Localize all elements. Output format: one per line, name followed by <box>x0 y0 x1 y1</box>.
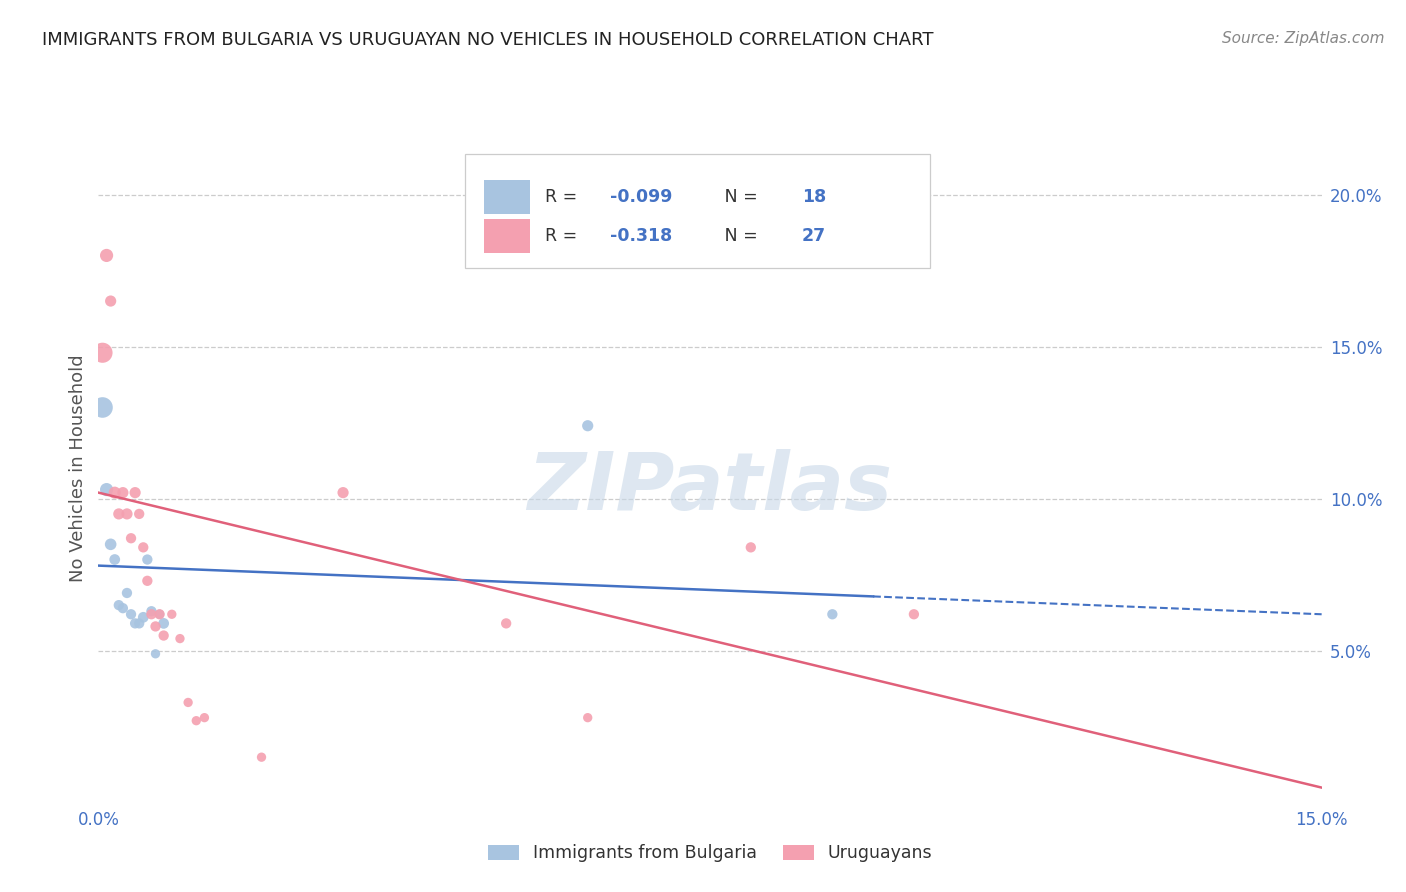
Text: N =: N = <box>707 227 763 244</box>
Point <box>250 750 273 764</box>
Text: R =: R = <box>546 188 588 206</box>
Point <box>96 248 118 262</box>
Point <box>111 601 134 615</box>
FancyBboxPatch shape <box>484 180 530 214</box>
Point <box>576 711 599 725</box>
Point <box>104 552 127 566</box>
Point <box>132 541 155 555</box>
Point <box>124 485 146 500</box>
Text: R =: R = <box>546 227 588 244</box>
Point <box>903 607 925 622</box>
Point <box>100 537 122 551</box>
Point <box>96 483 118 497</box>
Point <box>193 711 215 725</box>
FancyBboxPatch shape <box>484 219 530 252</box>
Point <box>91 401 114 415</box>
Text: Source: ZipAtlas.com: Source: ZipAtlas.com <box>1222 31 1385 46</box>
Point <box>108 598 131 612</box>
Point <box>120 607 142 622</box>
Point <box>108 507 131 521</box>
Text: -0.318: -0.318 <box>610 227 672 244</box>
Point <box>186 714 208 728</box>
Text: 18: 18 <box>801 188 825 206</box>
Point <box>136 574 159 588</box>
Point <box>821 607 844 622</box>
Legend: Immigrants from Bulgaria, Uruguayans: Immigrants from Bulgaria, Uruguayans <box>479 836 941 871</box>
Point <box>91 345 114 359</box>
Point <box>100 294 122 309</box>
Point <box>576 418 599 433</box>
Point <box>128 616 150 631</box>
Point <box>149 607 172 622</box>
Y-axis label: No Vehicles in Household: No Vehicles in Household <box>69 354 87 582</box>
Point <box>141 607 163 622</box>
Point <box>120 531 142 545</box>
Point <box>149 607 172 622</box>
FancyBboxPatch shape <box>465 153 931 268</box>
Point <box>740 541 762 555</box>
Point <box>152 628 174 642</box>
Point <box>152 616 174 631</box>
Point <box>141 604 163 618</box>
Point <box>115 507 138 521</box>
Text: 27: 27 <box>801 227 825 244</box>
Point <box>136 552 159 566</box>
Point <box>132 610 155 624</box>
Point <box>495 616 517 631</box>
Point <box>124 616 146 631</box>
Point <box>177 696 200 710</box>
Text: ZIPatlas: ZIPatlas <box>527 450 893 527</box>
Point <box>332 485 354 500</box>
Point <box>115 586 138 600</box>
Point <box>145 619 167 633</box>
Point <box>111 485 134 500</box>
Text: -0.099: -0.099 <box>610 188 672 206</box>
Point <box>128 507 150 521</box>
Point <box>169 632 191 646</box>
Point <box>145 647 167 661</box>
Point <box>160 607 183 622</box>
Text: N =: N = <box>707 188 763 206</box>
Point <box>104 485 127 500</box>
Text: IMMIGRANTS FROM BULGARIA VS URUGUAYAN NO VEHICLES IN HOUSEHOLD CORRELATION CHART: IMMIGRANTS FROM BULGARIA VS URUGUAYAN NO… <box>42 31 934 49</box>
